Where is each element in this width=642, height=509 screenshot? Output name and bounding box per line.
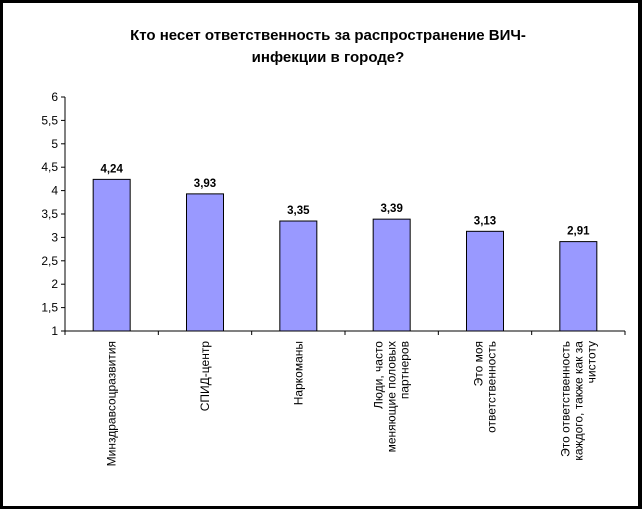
category-label: ответственность (485, 341, 499, 433)
chart-title: Кто несет ответственность за распростран… (63, 25, 593, 69)
category-label: Это ответственность (558, 341, 572, 457)
category-label: СПИД-центр (198, 341, 212, 412)
y-tick-label: 1,5 (41, 301, 58, 315)
bar (466, 230, 504, 332)
data-label: 2,91 (567, 226, 590, 238)
y-tick-label: 4 (51, 184, 58, 198)
y-tick-label: 4,5 (41, 160, 58, 174)
y-tick-label: 1 (51, 324, 58, 338)
y-tick-label: 3,5 (41, 207, 58, 221)
chart-area: Кто несет ответственность за распростран… (3, 3, 638, 506)
data-label: 3,13 (474, 215, 496, 227)
bar-chart: 1 1,5 2 2,5 3 3,5 4 4,5 5 5,5 6 4,24 Минздравсоцразв… (41, 90, 626, 466)
y-tick-label: 3 (51, 230, 58, 244)
chart-title-line-2: инфекции в городе? (251, 49, 405, 66)
category-label: меняющие половых (385, 341, 399, 452)
bar (92, 178, 131, 332)
category-label: Люди, часто (372, 341, 386, 409)
bar (372, 218, 411, 332)
bar (279, 220, 318, 332)
bar (559, 241, 598, 332)
chart-title-line-1: Кто несет ответственность за распростран… (130, 27, 526, 44)
category-label: каждого, также как за (571, 341, 585, 461)
category-label: Это моя (472, 341, 486, 386)
y-tick-label: 6 (51, 90, 58, 104)
data-label: 3,39 (380, 203, 402, 215)
data-label: 3,93 (194, 178, 216, 190)
bar (186, 193, 224, 332)
y-tick-label: 5,5 (41, 113, 58, 127)
category-label: партнеров (398, 341, 412, 399)
category-label: чистоту (584, 341, 598, 383)
y-tick-label: 5 (51, 137, 58, 151)
data-label: 4,24 (100, 163, 123, 175)
y-tick-label: 2,5 (41, 254, 58, 268)
category-label: Наркоманы (291, 341, 305, 405)
y-tick-label: 2 (51, 277, 58, 291)
data-label: 3,35 (287, 205, 310, 217)
category-label: Минздравсоцразвития (105, 341, 119, 466)
